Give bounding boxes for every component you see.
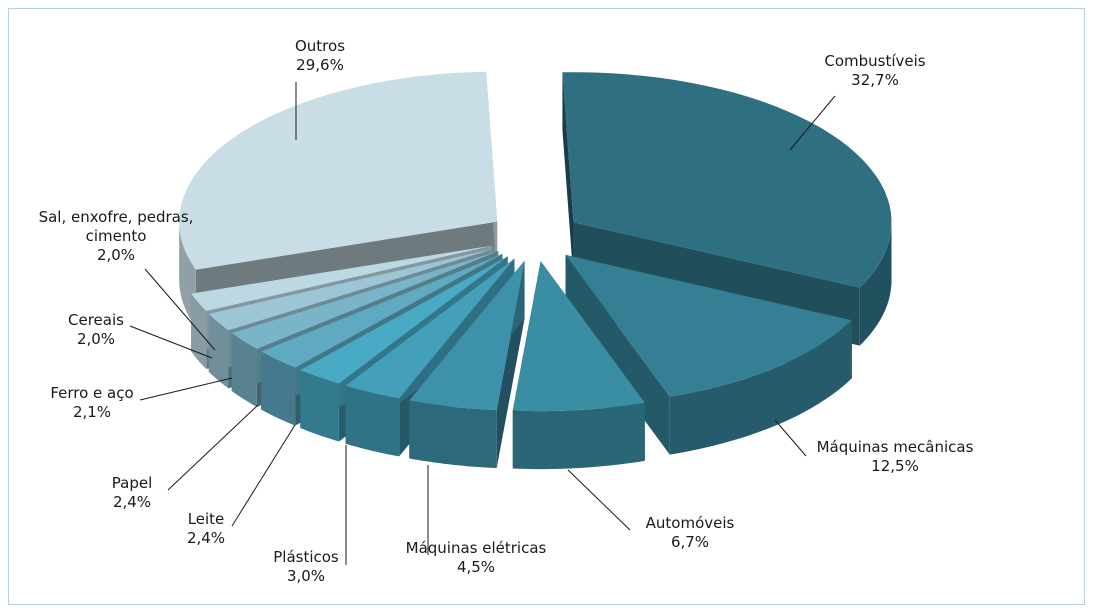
leader-line [129,325,213,359]
slice-name-text: Leite [188,510,225,528]
slice-name-text: Cereais [68,311,124,329]
slice-label: Ferro e aço 2,1% [50,384,133,421]
slice-top-face [300,256,508,384]
pie-slices [179,71,892,470]
slice-value-text: 2,1% [73,403,111,421]
slice-outer-wall [261,351,296,426]
slice-name-text: Ferro e aço [50,384,133,402]
slice-top-face [409,260,525,411]
slice-name-text: Plásticos [273,548,339,566]
slice-label: Sal, enxofre, pedras, cimento 2,0% [39,208,194,264]
slice-name-text: Sal, enxofre, pedras, [39,208,194,226]
leader-line [139,377,233,401]
slice-label: Automóveis 6,7% [646,514,735,551]
slice-label: Papel 2,4% [112,474,152,511]
leader-line [231,424,296,527]
slice-side-wall [562,72,574,281]
slice-label: Combustíveis 32,7% [824,52,925,89]
pie-slice [409,260,525,469]
leader-line [789,95,836,151]
slice-name-text: cimento [86,227,147,245]
slice-top-face [231,251,499,349]
leader-lines [129,82,836,565]
leader-line [167,404,259,491]
slice-name-text: Automóveis [646,514,735,532]
slice-top-face [565,254,852,397]
slice-label: Cereais 2,0% [68,311,124,348]
pie-slice [512,261,645,470]
slice-top-face [191,245,493,311]
slice-top-face [208,248,495,331]
slice-top-face [512,261,645,412]
slice-top-face [261,253,503,368]
slice-value-text: 12,5% [871,457,919,475]
slice-value-text: 2,4% [113,493,151,511]
slice-outer-wall [231,333,257,407]
slice-label: Máquinas mecânicas 12,5% [817,438,974,475]
slice-label: Máquinas elétricas 4,5% [406,539,547,576]
slice-outer-wall [345,385,400,457]
slice-value-text: 29,6% [296,56,344,74]
slice-name-text: Combustíveis [824,52,925,70]
slice-top-face [562,72,892,288]
slice-name-text: Máquinas elétricas [406,539,547,557]
slice-outer-wall [669,320,852,455]
slice-value-text: 4,5% [457,558,495,576]
slice-top-face [345,258,515,399]
slice-name-text: Outros [295,37,345,55]
slice-name-text: Papel [112,474,152,492]
leader-line [144,268,216,351]
slice-value-text: 32,7% [851,71,899,89]
slice-value-text: 2,0% [77,330,115,348]
slice-label: Plásticos 3,0% [273,548,339,585]
slice-value-text: 2,0% [97,246,135,264]
slice-outer-wall [512,402,645,470]
slice-top-face [179,71,498,270]
slice-value-text: 6,7% [671,533,709,551]
leader-line [567,469,631,531]
slice-outer-wall [409,400,497,469]
slice-value-text: 2,4% [187,529,225,547]
slice-outer-wall [300,370,339,442]
slice-outer-wall [859,222,892,346]
slice-label: Outros 29,6% [295,37,345,74]
slice-name-text: Máquinas mecânicas [817,438,974,456]
slice-labels: Combustíveis 32,7% Máquinas mecânicas 12,5%… [39,37,974,585]
leader-line [774,419,807,457]
slice-outer-wall [208,313,229,389]
pie-slice [565,254,852,455]
slice-label: Leite 2,4% [187,510,225,547]
slice-value-text: 3,0% [287,567,325,585]
